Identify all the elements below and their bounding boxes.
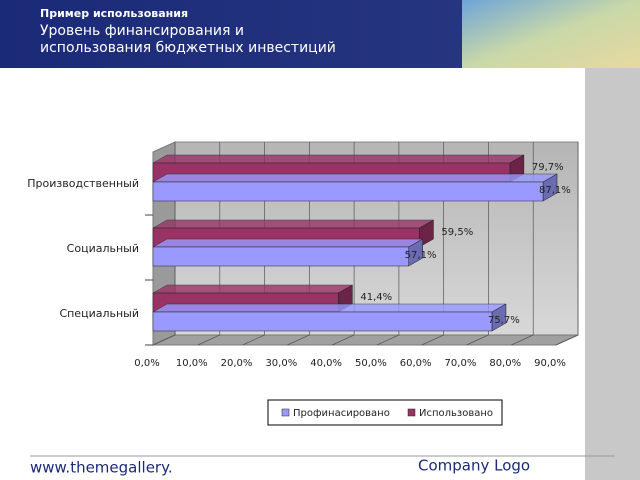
bar-top	[152, 238, 424, 248]
x-tick-label: 10,0%	[176, 358, 208, 369]
x-tick-label: 40,0%	[310, 358, 342, 369]
grid-line	[555, 142, 579, 346]
legend-box	[267, 399, 503, 426]
grid-line	[242, 142, 265, 346]
footer-logo: Company Logo	[418, 457, 530, 475]
x-tick-label: 90,0%	[534, 358, 566, 369]
grid-line	[421, 142, 445, 346]
legend-swatch	[407, 408, 416, 417]
value-label: 41,4%	[360, 292, 392, 303]
value-label: 59,5%	[441, 227, 473, 238]
header-subtitle: Пример использования	[40, 7, 188, 20]
x-tick-label: 70,0%	[445, 358, 477, 369]
grid-line	[287, 142, 310, 346]
y-tick-label: Производственный	[27, 177, 139, 190]
grid-line	[152, 142, 176, 346]
grid-line	[466, 142, 489, 346]
y-tick-label: Специальный	[59, 307, 139, 320]
x-tick-label: 30,0%	[265, 358, 297, 369]
bar-top	[152, 219, 435, 229]
bar-top	[152, 154, 525, 164]
grid-line	[376, 142, 400, 346]
value-label: 79,7%	[532, 162, 564, 173]
legend-label: Профинасировано	[293, 408, 390, 419]
legend-swatch	[281, 408, 290, 417]
grid-line	[331, 142, 355, 346]
header-title: использования бюджетных инвестиций	[40, 40, 336, 56]
footer-url: www.themegallery.	[30, 459, 173, 477]
header-title: Уровень финансирования и	[40, 23, 244, 39]
bar	[152, 181, 544, 202]
side-strip	[585, 68, 640, 480]
value-label: 75,7%	[488, 315, 520, 326]
header-bar	[0, 0, 462, 68]
value-label: 87,1%	[539, 185, 571, 196]
bar-top	[152, 173, 558, 183]
x-tick-label: 80,0%	[489, 358, 521, 369]
header-image	[462, 0, 640, 68]
x-tick-label: 60,0%	[400, 358, 432, 369]
legend-label: Использовано	[419, 408, 493, 419]
grid-line	[197, 142, 221, 346]
bar-top	[152, 284, 354, 294]
value-label: 57,1%	[405, 250, 437, 261]
grid-line	[511, 142, 534, 346]
bar-top	[152, 303, 507, 313]
x-tick-label: 50,0%	[355, 358, 387, 369]
y-tick-label: Социальный	[67, 242, 139, 255]
x-tick-label: 20,0%	[221, 358, 253, 369]
x-tick-label: 0,0%	[134, 358, 159, 369]
chart: 0,0% 10,0% 20,0% 30,0% 40,0% 50,0% 60,0% 70,0% 8…	[27, 141, 579, 426]
bar	[152, 311, 493, 332]
bar	[152, 246, 409, 267]
